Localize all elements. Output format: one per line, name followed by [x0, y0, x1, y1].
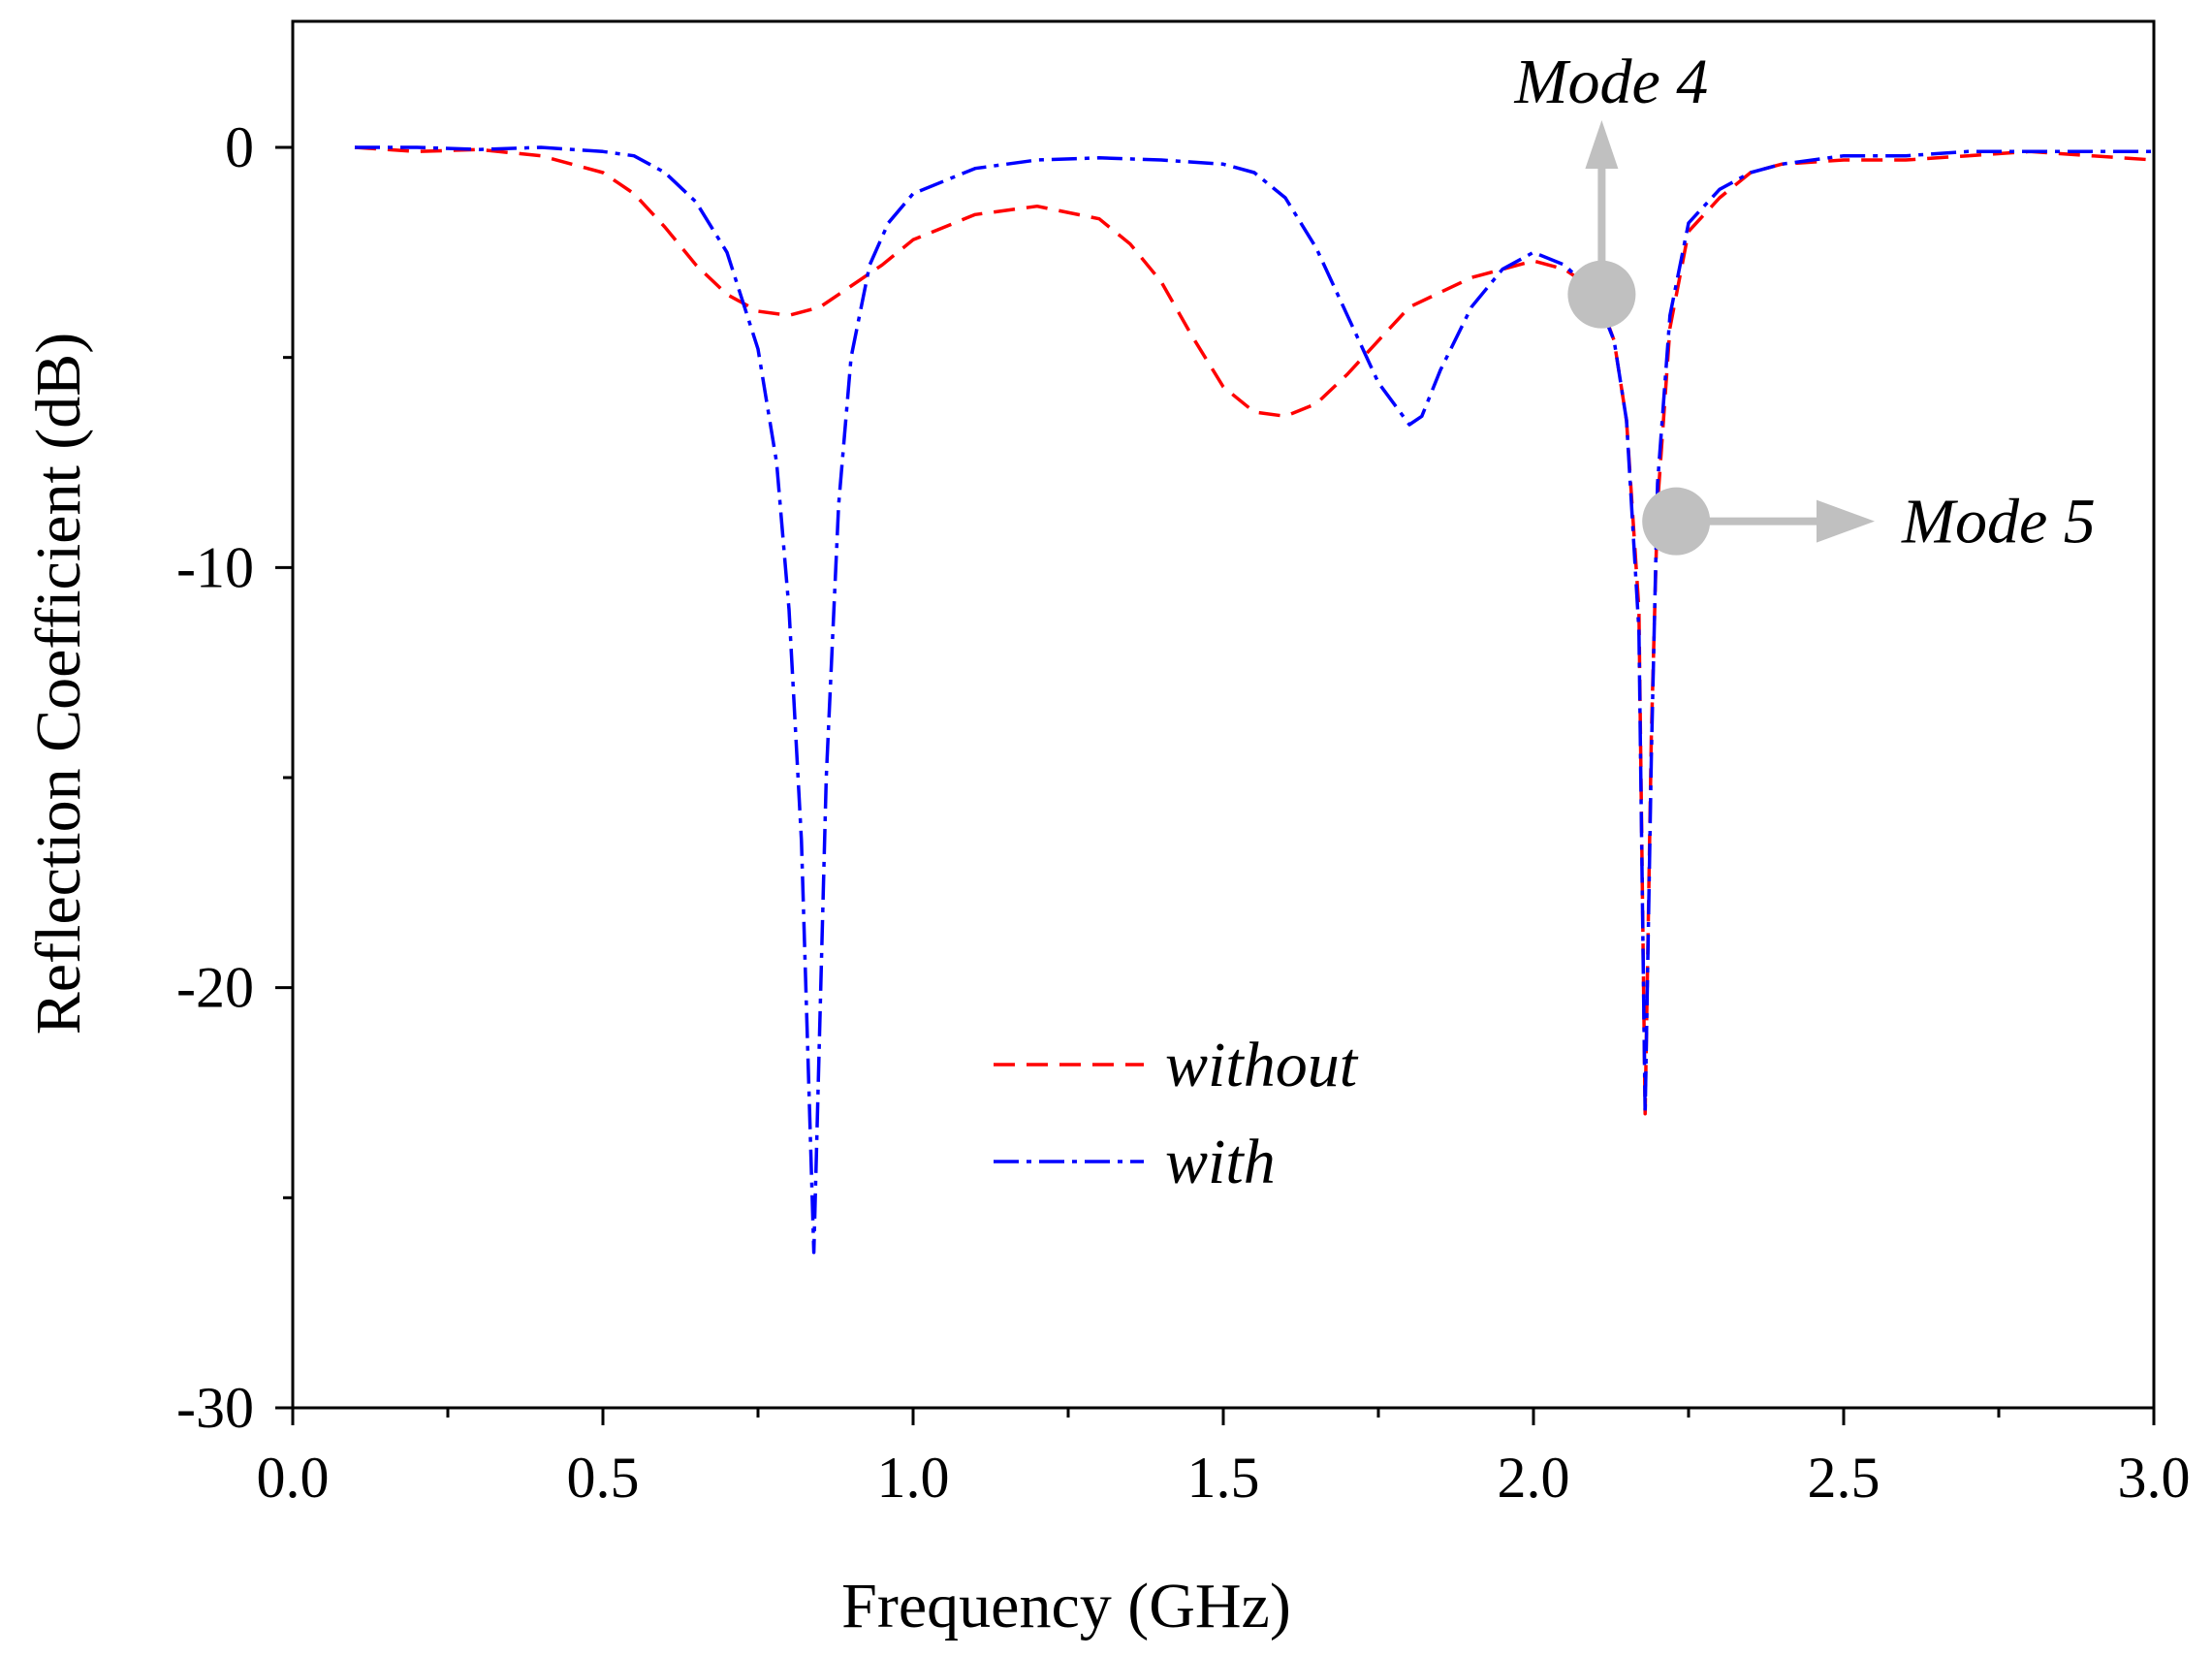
- y-axis-title: Reflection Coefficient (dB): [23, 333, 94, 1036]
- series-line-without: [354, 145, 2154, 1116]
- legend-label-without: without: [1165, 1030, 1359, 1100]
- axes-layer: 0.0 0.5 1.0 1.5 2.0 2.5 3.0 -30 -20 -10 0: [176, 19, 2191, 1510]
- annotation-arrowhead: [1817, 499, 1875, 543]
- annotation-marker: [1642, 487, 1711, 556]
- x-tick-label: 0.0: [257, 1446, 330, 1510]
- series-layer: [354, 145, 2154, 1255]
- x-tick-label: 1.5: [1187, 1446, 1260, 1510]
- y-tick-label: 0: [225, 115, 254, 179]
- y-tick-label: -10: [176, 535, 254, 599]
- x-axis-title: Frequency (GHz): [841, 1571, 1291, 1641]
- x-tick-label: 0.5: [567, 1446, 640, 1510]
- annotation-label: Mode 5: [1901, 487, 2096, 558]
- annotation-arrowhead: [1585, 120, 1619, 169]
- x-tick-label: 2.0: [1498, 1446, 1570, 1510]
- series-line-with: [355, 145, 2154, 1255]
- legend: without with: [994, 1030, 1359, 1197]
- legend-label-with: with: [1165, 1127, 1276, 1197]
- annotation-layer: Mode 4 Mode 5: [1514, 47, 2096, 558]
- x-tick-label: 1.0: [877, 1446, 950, 1510]
- plot-background: [293, 21, 2154, 1408]
- annotation-marker: [1567, 260, 1636, 329]
- y-tick-label: -30: [176, 1376, 254, 1440]
- x-tick-label: 2.5: [1808, 1446, 1880, 1510]
- annotation-label: Mode 4: [1514, 47, 1709, 117]
- y-tick-label: -20: [176, 956, 254, 1020]
- plot-area: [293, 21, 2154, 1408]
- x-tick-label: 3.0: [2118, 1446, 2191, 1510]
